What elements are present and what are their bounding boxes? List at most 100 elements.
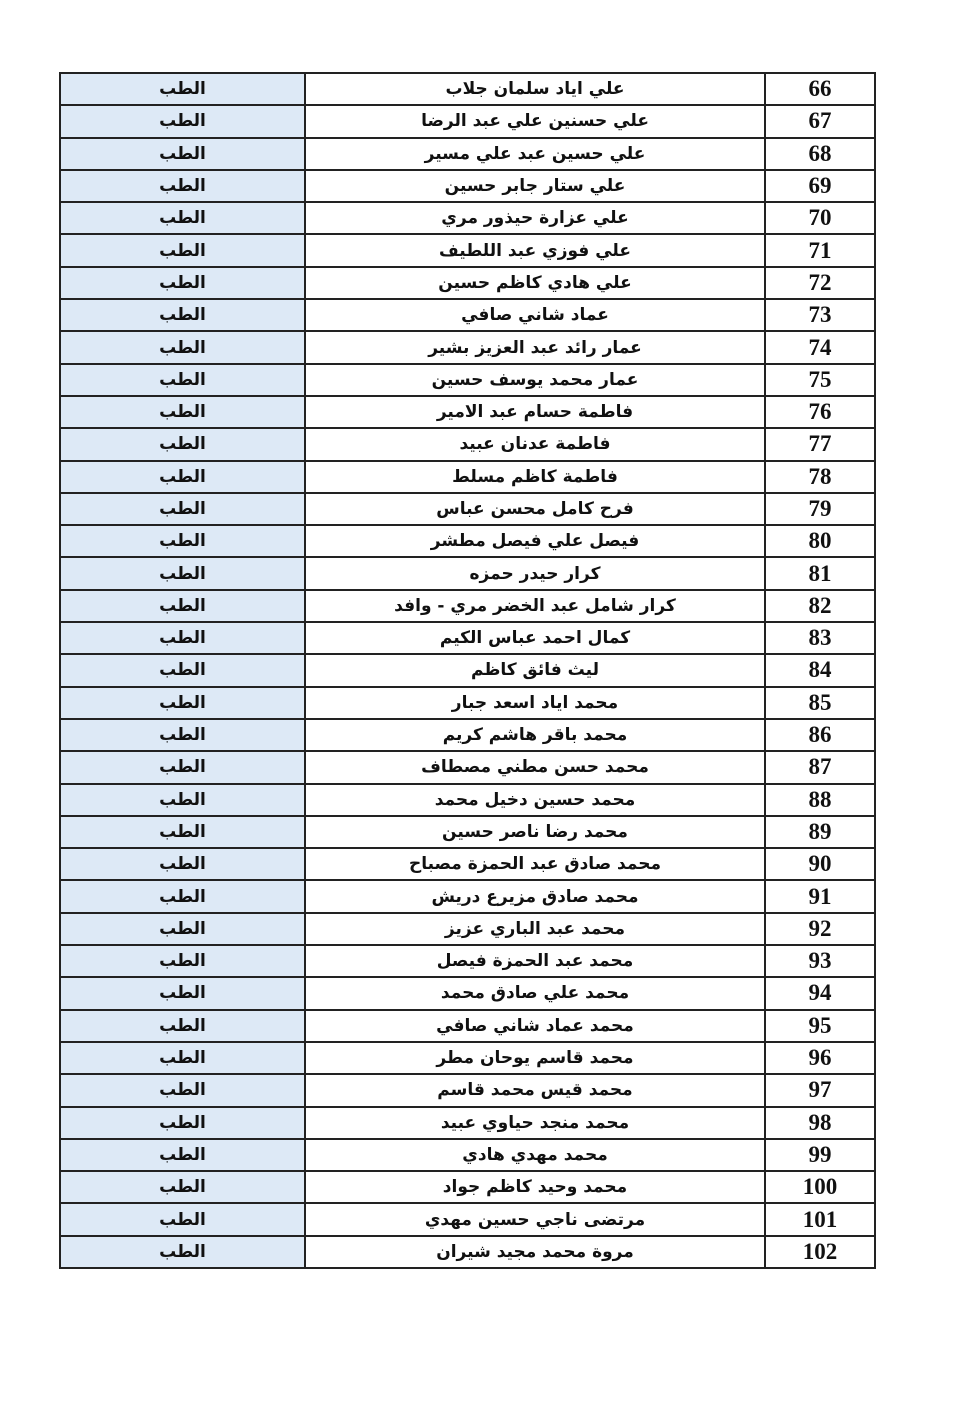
number-cell: 100 (764, 1170, 876, 1205)
name-cell: مرتضى ناجي حسين مهدي (304, 1202, 766, 1237)
number-cell: 88 (764, 782, 876, 817)
number-cell: 91 (764, 879, 876, 914)
name-cell: محمد عبد الحمزة فيصل (304, 944, 766, 979)
department-cell: الطب (59, 750, 306, 785)
table-row: الطب محمد صادق مزيرع دريش 91 (59, 879, 876, 914)
table-row: الطب علي اياد سلمان جلاب 66 (59, 71, 876, 107)
department-cell: الطب (59, 362, 306, 397)
department-cell: الطب (59, 847, 306, 882)
department-cell: الطب (59, 524, 306, 559)
name-cell: محمد عبد الباري عزيز (304, 911, 766, 947)
number-cell: 102 (764, 1234, 876, 1269)
name-cell: محمد حسن مطني مصطاف (304, 750, 766, 785)
number-cell: 67 (764, 104, 876, 139)
department-cell: الطب (59, 782, 306, 817)
department-cell: الطب (59, 136, 306, 171)
department-cell: الطب (59, 879, 306, 914)
number-cell: 85 (764, 685, 876, 720)
name-cell: فاطمة كاظم مسلط (304, 459, 766, 494)
number-cell: 96 (764, 1040, 876, 1076)
table-row: الطب محمد رضا ناصر حسين 89 (59, 814, 876, 850)
name-cell: ليث فائق كاظم (304, 653, 766, 688)
name-cell: علي ستار جابر حسين (304, 168, 766, 204)
name-cell: مروة محمد مجيد شيران (304, 1234, 766, 1269)
table-row: الطب محمد قاسم يوحان مطر 96 (59, 1040, 876, 1076)
table-row: الطب علي حسنين علي عبد الرضا 67 (59, 104, 876, 139)
number-cell: 80 (764, 524, 876, 559)
number-cell: 71 (764, 233, 876, 268)
table-row: الطب علي حسين عبد علي مسير 68 (59, 136, 876, 171)
department-cell: الطب (59, 427, 306, 462)
name-cell: محمد رضا ناصر حسين (304, 814, 766, 850)
name-cell: محمد باقر هاشم كريم (304, 717, 766, 753)
department-cell: الطب (59, 588, 306, 624)
table-row: الطب فاطمة كاظم مسلط 78 (59, 459, 876, 494)
name-cell: محمد وحيد كاظم جواد (304, 1170, 766, 1205)
department-cell: الطب (59, 459, 306, 494)
number-cell: 77 (764, 427, 876, 462)
name-cell: محمد صادق مزيرع دريش (304, 879, 766, 914)
name-cell: علي هادي كاظم حسين (304, 265, 766, 301)
department-cell: الطب (59, 1105, 306, 1140)
number-cell: 92 (764, 911, 876, 947)
number-cell: 81 (764, 556, 876, 591)
table-row: الطب محمد اياد اسعد جبار 85 (59, 685, 876, 720)
department-cell: الطب (59, 1073, 306, 1108)
department-cell: الطب (59, 330, 306, 365)
table-row: الطب فرح كامل محسن عباس 79 (59, 491, 876, 527)
department-cell: الطب (59, 104, 306, 139)
number-cell: 87 (764, 750, 876, 785)
table-row: الطب محمد باقر هاشم كريم 86 (59, 717, 876, 753)
department-cell: الطب (59, 265, 306, 301)
name-cell: فاطمة عدنان عبيد (304, 427, 766, 462)
number-cell: 76 (764, 394, 876, 430)
department-cell: الطب (59, 233, 306, 268)
name-cell: محمد حسين دخيل محمد (304, 782, 766, 817)
table-row: الطب محمد حسين دخيل محمد 88 (59, 782, 876, 817)
table-row: الطب علي ستار جابر حسين 69 (59, 168, 876, 204)
number-cell: 84 (764, 653, 876, 688)
table-row: الطب محمد علي صادق محمد 94 (59, 976, 876, 1011)
name-cell: علي اياد سلمان جلاب (304, 71, 766, 107)
table-row: الطب محمد وحيد كاظم جواد 100 (59, 1170, 876, 1205)
table-row: الطب محمد حسن مطني مصطاف 87 (59, 750, 876, 785)
name-cell: محمد اياد اسعد جبار (304, 685, 766, 720)
name-cell: علي فوزي عبد اللطيف (304, 233, 766, 268)
name-cell: محمد علي صادق محمد (304, 976, 766, 1011)
number-cell: 83 (764, 621, 876, 656)
number-cell: 90 (764, 847, 876, 882)
table-row: الطب كرار شامل عبد الخضر مري - وافد 82 (59, 588, 876, 624)
number-cell: 75 (764, 362, 876, 397)
table-row: الطب محمد عماد شاني صافي 95 (59, 1008, 876, 1043)
department-cell: الطب (59, 1008, 306, 1043)
number-cell: 73 (764, 298, 876, 333)
number-cell: 68 (764, 136, 876, 171)
name-cell: علي حسنين علي عبد الرضا (304, 104, 766, 139)
table-row: الطب محمد عبد الحمزة فيصل 93 (59, 944, 876, 979)
number-cell: 89 (764, 814, 876, 850)
number-cell: 86 (764, 717, 876, 753)
name-cell: فيصل علي فيصل مطشر (304, 524, 766, 559)
department-cell: الطب (59, 1170, 306, 1205)
number-cell: 66 (764, 71, 876, 107)
number-cell: 82 (764, 588, 876, 624)
number-cell: 97 (764, 1073, 876, 1108)
table-row: الطب محمد عبد الباري عزيز 92 (59, 911, 876, 947)
department-cell: الطب (59, 944, 306, 979)
name-cell: كرار شامل عبد الخضر مري - وافد (304, 588, 766, 624)
department-cell: الطب (59, 621, 306, 656)
student-list-table: الطب علي اياد سلمان جلاب 66 الطب علي حسنين ع… (59, 71, 876, 1269)
number-cell: 101 (764, 1202, 876, 1237)
name-cell: عمار محمد يوسف حسين (304, 362, 766, 397)
number-cell: 94 (764, 976, 876, 1011)
department-cell: الطب (59, 814, 306, 850)
table-row: الطب فاطمة عدنان عبيد 77 (59, 427, 876, 462)
number-cell: 70 (764, 201, 876, 236)
department-cell: الطب (59, 491, 306, 527)
name-cell: محمد قيس محمد قاسم (304, 1073, 766, 1108)
table-row: الطب فيصل علي فيصل مطشر 80 (59, 524, 876, 559)
table-row: الطب علي عزارة حيذور مري 70 (59, 201, 876, 236)
department-cell: الطب (59, 394, 306, 430)
number-cell: 79 (764, 491, 876, 527)
table-row: الطب علي هادي كاظم حسين 72 (59, 265, 876, 301)
